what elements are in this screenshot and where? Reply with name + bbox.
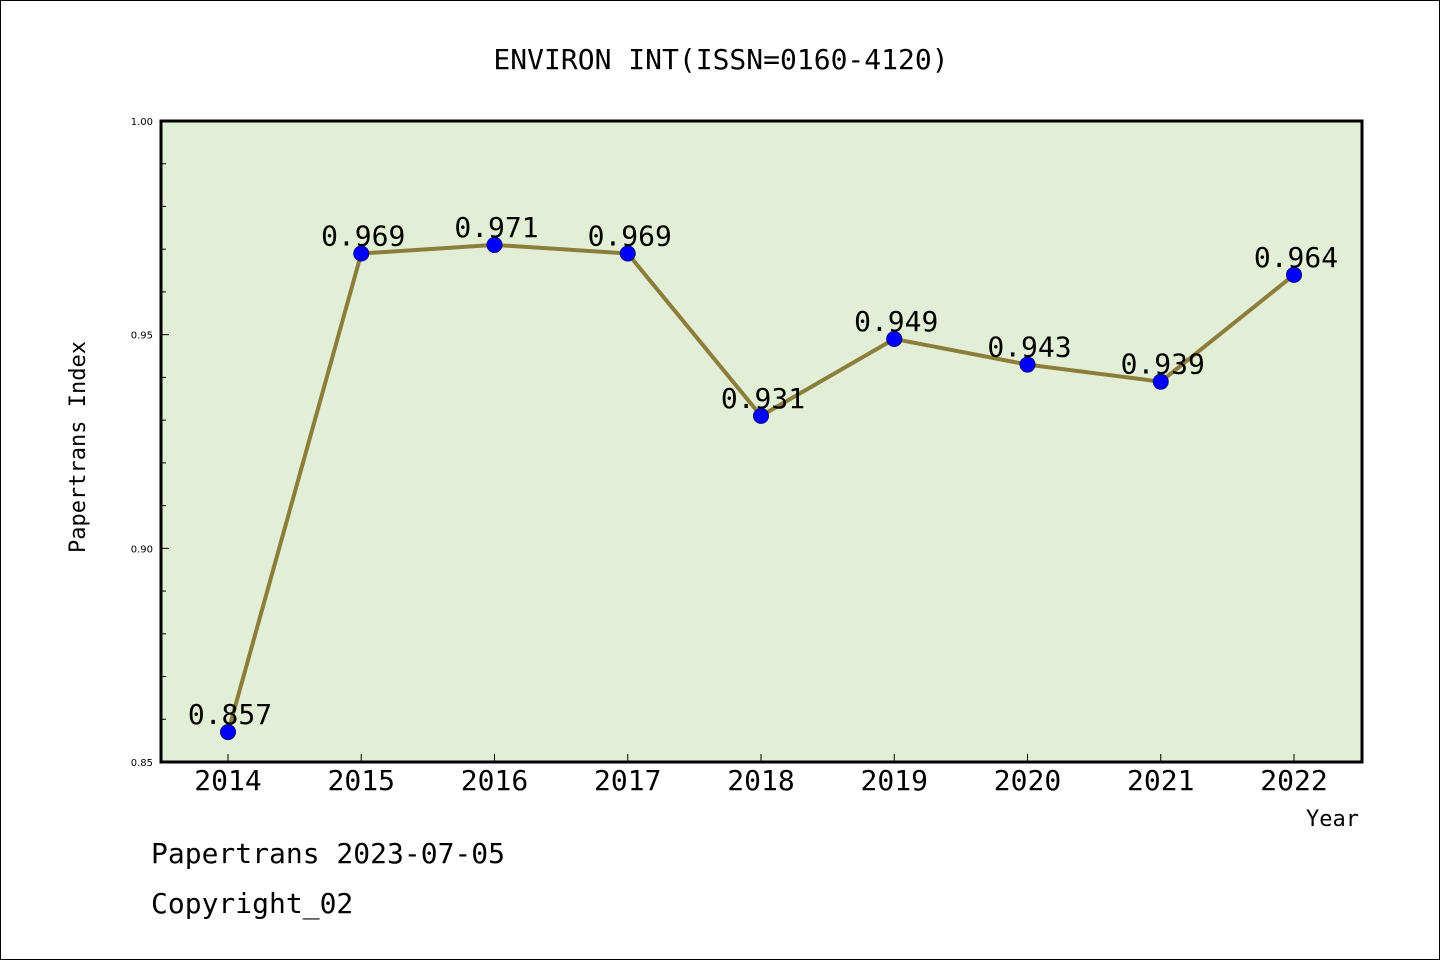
data-label: 0.931: [721, 382, 805, 415]
data-point: [619, 245, 636, 262]
x-tick-label: 2020: [994, 764, 1061, 797]
chart-title: ENVIRON INT(ISSN=0160-4120): [493, 43, 948, 76]
footer-source-date: Papertrans 2023-07-05: [151, 837, 506, 870]
x-tick-label: 2017: [594, 764, 661, 797]
data-markers: [220, 236, 1302, 741]
data-label: 0.971: [454, 211, 538, 244]
data-label: 0.969: [588, 219, 672, 252]
footer-copyright: Copyright_02: [151, 887, 354, 920]
data-label: 0.857: [188, 698, 272, 731]
data-label: 0.964: [1254, 241, 1338, 274]
x-tick-label: 2016: [461, 764, 528, 797]
x-axis-label: Year: [1306, 807, 1359, 832]
data-label: 0.969: [321, 219, 405, 252]
data-point: [220, 724, 236, 741]
data-labels: 0.857 0.969 0.971 0.969 0.931 0.949 0.943 0.939…: [188, 211, 1338, 731]
data-label: 0.939: [1121, 348, 1205, 381]
x-tick-label: 2015: [328, 764, 395, 797]
x-tick-label: 2021: [1127, 764, 1194, 797]
y-tick-label: 1.00: [131, 117, 153, 128]
data-label: 0.949: [854, 305, 938, 338]
plot-area: [159, 119, 1364, 764]
data-point: [886, 330, 903, 347]
x-tick-label: 2022: [1260, 764, 1327, 797]
y-tick-label: 0.85: [131, 758, 153, 769]
x-tick-label: 2019: [861, 764, 928, 797]
data-label: 0.943: [987, 331, 1071, 364]
y-axis-label: Papertrans Index: [66, 341, 91, 553]
x-tick-label: 2018: [727, 764, 794, 797]
data-point: [1019, 356, 1036, 373]
y-tick-label: 0.90: [131, 544, 153, 555]
data-point: [486, 236, 503, 253]
data-point: [353, 245, 370, 262]
data-point: [1286, 266, 1302, 283]
y-axis-ticks: 0.85 0.90 0.95 1.00: [131, 117, 169, 769]
y-tick-label: 0.95: [131, 331, 153, 342]
data-point: [753, 407, 769, 424]
x-axis-ticks: 2014 2015 2016 2017 2018 2019 2020 2021 2022: [194, 754, 1328, 797]
data-point: [1152, 373, 1169, 390]
x-tick-label: 2014: [194, 764, 261, 797]
